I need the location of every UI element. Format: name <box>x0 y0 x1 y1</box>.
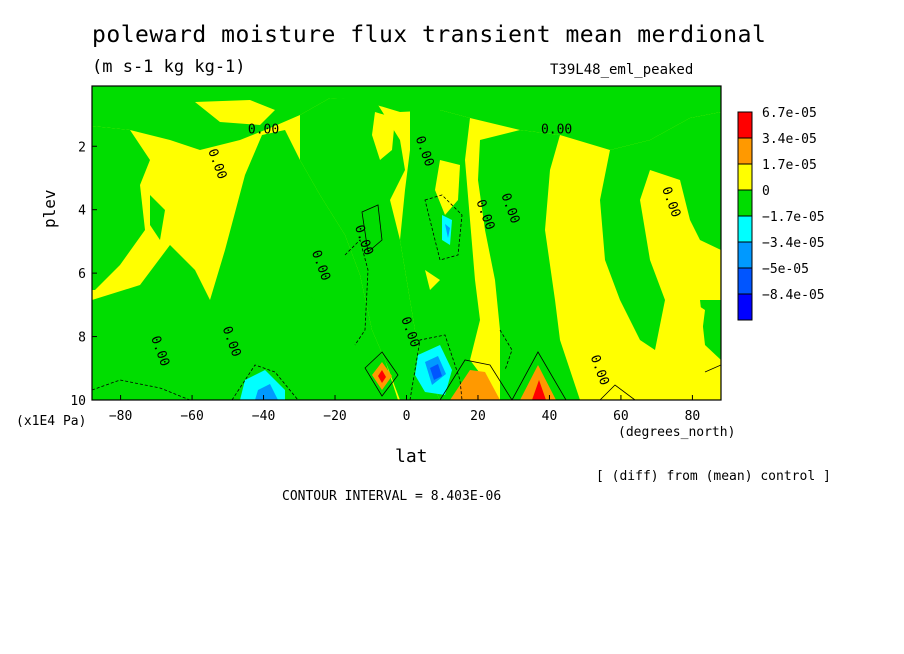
y-axis-unit: (x1E4 Pa) <box>16 414 87 429</box>
contour-lines <box>92 194 721 400</box>
y-tick-label: 6 <box>78 267 86 282</box>
negative-region <box>400 110 500 400</box>
blue-cell <box>445 224 450 238</box>
contour-line <box>409 334 463 400</box>
x-axis: −80 −60 −40 −20 0 20 40 60 80 <box>109 395 700 424</box>
y-tick-label: 4 <box>78 204 86 219</box>
x-tick-label: 20 <box>470 409 486 424</box>
contour-line <box>704 364 721 373</box>
blue-cell <box>255 384 278 400</box>
contour-interval: CONTOUR INTERVAL = 8.403E-06 <box>282 489 502 504</box>
negative-region <box>92 130 398 400</box>
x-tick-label: 0 <box>403 409 411 424</box>
contour-label: 0.00 <box>541 123 572 138</box>
red-cell <box>378 370 386 383</box>
legend-swatch <box>737 215 753 243</box>
x-tick-label: −60 <box>180 409 203 424</box>
positive-island <box>560 170 590 270</box>
negative-region <box>150 195 165 240</box>
contour-line <box>499 329 513 371</box>
contour-line <box>364 351 399 397</box>
x-tick-label: 40 <box>542 409 558 424</box>
legend-label: 1.7e-05 <box>762 158 817 173</box>
y-axis: 2 4 6 8 10 <box>70 140 97 409</box>
positive-island <box>688 300 705 350</box>
positive-island <box>435 160 460 215</box>
contour-line <box>231 364 299 400</box>
x-tick-label: −40 <box>252 409 275 424</box>
legend-label: −3.4e-05 <box>762 236 825 251</box>
experiment-label: T39L48_eml_peaked <box>550 62 694 78</box>
negative-region <box>700 300 721 360</box>
legend-swatch <box>737 189 753 217</box>
diff-note: [ (diff) from (mean) control ] <box>596 469 831 484</box>
red-cell <box>532 380 546 400</box>
y-tick-label: 8 <box>78 331 86 346</box>
plot-field: 0.00 0.000.00 0.000.00 0.00 0.000.000.000.00… <box>92 86 721 400</box>
x-tick-label: 80 <box>685 409 701 424</box>
positive-islands <box>195 100 705 350</box>
negative-region <box>300 290 315 305</box>
color-legend: 6.7e-05 3.4e-05 1.7e-05 0 −1.7e-05 −3.4e-05 −5… <box>737 106 825 321</box>
legend-label: −1.7e-05 <box>762 210 825 225</box>
negative-regions <box>92 86 721 400</box>
y-tick-label: 2 <box>78 140 86 155</box>
extreme-cells <box>240 215 556 400</box>
orange-cell <box>450 370 500 400</box>
legend-label: 0 <box>762 184 770 199</box>
x-axis-unit: (degrees_north) <box>618 425 736 440</box>
contour-line <box>92 379 191 400</box>
x-axis-label: lat <box>395 446 428 467</box>
legend-swatch <box>737 267 753 295</box>
legend-swatch <box>737 137 753 165</box>
positive-island <box>372 112 395 160</box>
contour-line <box>511 351 567 400</box>
negative-region <box>92 126 150 290</box>
x-tick-label: −20 <box>323 409 346 424</box>
negative-region <box>300 98 440 400</box>
legend-swatch <box>737 293 753 321</box>
legend-label: −5e-05 <box>762 262 809 277</box>
x-tick-label: 60 <box>613 409 629 424</box>
positive-island <box>195 100 275 125</box>
legend-swatch <box>737 163 753 191</box>
y-tick-label: 10 <box>70 394 86 409</box>
x-tick-label: −80 <box>109 409 132 424</box>
positive-island <box>425 270 440 290</box>
legend-swatch <box>737 241 753 269</box>
negative-region <box>478 130 580 400</box>
contour-line <box>439 359 513 400</box>
contour-line <box>599 384 636 400</box>
contour-line <box>424 194 463 261</box>
chart-title: poleward moisture flux transient mean me… <box>92 22 767 48</box>
contour-line <box>344 239 369 346</box>
orange-cell <box>520 365 556 400</box>
legend-label: 3.4e-05 <box>762 132 817 147</box>
contour-label: 0.00 <box>248 123 279 138</box>
deep-blue-cell <box>430 364 442 380</box>
legend-label: 6.7e-05 <box>762 106 817 121</box>
chart-units: (m s-1 kg kg-1) <box>92 57 246 77</box>
legend-label: −8.4e-05 <box>762 288 825 303</box>
legend-swatch <box>737 111 753 139</box>
negative-region <box>600 112 721 350</box>
contour-line <box>361 204 383 253</box>
